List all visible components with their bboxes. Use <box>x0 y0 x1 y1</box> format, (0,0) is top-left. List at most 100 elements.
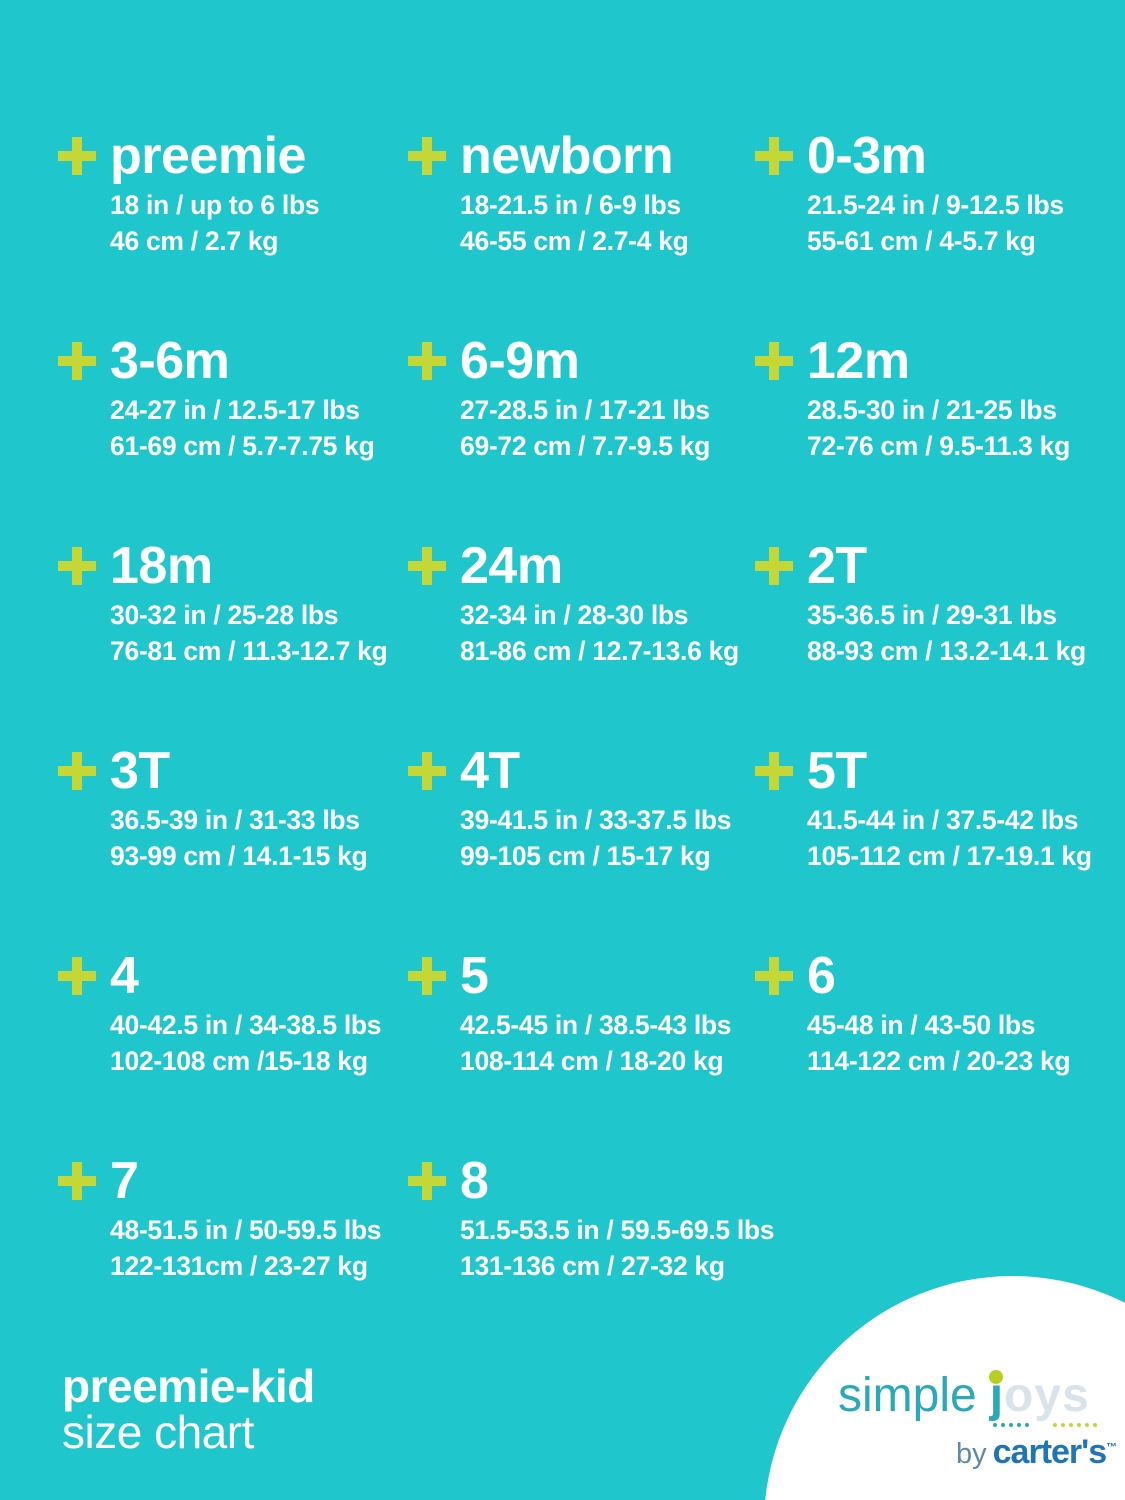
size-label: 5 <box>460 947 489 1005</box>
size-entry: 12m 28.5-30 in / 21-25 lbs 72-76 cm / 9.… <box>755 335 1125 540</box>
logo-j-with-dot-icon: j <box>988 1369 1005 1422</box>
size-details: 18 in / up to 6 lbs 46 cm / 2.7 kg <box>110 187 320 259</box>
size-entry-text: 0-3m 21.5-24 in / 9-12.5 lbs 55-61 cm / … <box>807 130 1064 259</box>
size-details: 45-48 in / 43-50 lbs 114-122 cm / 20-23 … <box>807 1007 1071 1079</box>
size-imperial-range: 41.5-44 in / 37.5-42 lbs <box>807 805 1079 835</box>
size-imperial-range: 48-51.5 in / 50-59.5 lbs <box>110 1215 382 1245</box>
size-metric-range: 61-69 cm / 5.7-7.75 kg <box>110 431 375 461</box>
size-entry: 5T 41.5-44 in / 37.5-42 lbs 105-112 cm /… <box>755 745 1125 950</box>
size-entry-text: 4T 39-41.5 in / 33-37.5 lbs 99-105 cm / … <box>460 745 732 874</box>
size-entry: 5 42.5-45 in / 38.5-43 lbs 108-114 cm / … <box>408 950 755 1155</box>
size-metric-range: 81-86 cm / 12.7-13.6 kg <box>460 636 739 666</box>
plus-icon <box>58 342 96 380</box>
logo-by-text: by <box>956 1438 987 1470</box>
size-label: preemie <box>110 127 306 185</box>
simple-joys-logo: simple joys by carter's™ <box>838 1369 1117 1472</box>
size-imperial-range: 45-48 in / 43-50 lbs <box>807 1010 1036 1040</box>
size-details: 42.5-45 in / 38.5-43 lbs 108-114 cm / 18… <box>460 1007 732 1079</box>
logo-carters-text: carter's™ <box>993 1433 1118 1471</box>
size-imperial-range: 32-34 in / 28-30 lbs <box>460 600 689 630</box>
plus-icon <box>408 957 446 995</box>
logo-joys-text: joys <box>988 1369 1090 1422</box>
size-details: 18-21.5 in / 6-9 lbs 46-55 cm / 2.7-4 kg <box>460 187 689 259</box>
size-entry: 6-9m 27-28.5 in / 17-21 lbs 69-72 cm / 7… <box>408 335 755 540</box>
logo-oys-text: oys <box>1004 1369 1090 1422</box>
size-entry: 2T 35-36.5 in / 29-31 lbs 88-93 cm / 13.… <box>755 540 1125 745</box>
logo-carters-word: carter's <box>992 1433 1108 1471</box>
size-entry-text: 18m 30-32 in / 25-28 lbs 76-81 cm / 11.3… <box>110 537 388 669</box>
size-details: 28.5-30 in / 21-25 lbs 72-76 cm / 9.5-11… <box>807 392 1070 464</box>
size-imperial-range: 21.5-24 in / 9-12.5 lbs <box>807 190 1064 220</box>
size-imperial-range: 18 in / up to 6 lbs <box>110 190 320 220</box>
teal-dots-icon <box>993 1423 1029 1428</box>
size-imperial-range: 27-28.5 in / 17-21 lbs <box>460 395 710 425</box>
size-details: 24-27 in / 12.5-17 lbs 61-69 cm / 5.7-7.… <box>110 392 375 464</box>
size-label: 5T <box>807 742 867 800</box>
size-imperial-range: 42.5-45 in / 38.5-43 lbs <box>460 1010 732 1040</box>
size-entry-text: 6-9m 27-28.5 in / 17-21 lbs 69-72 cm / 7… <box>460 335 710 464</box>
size-label: 12m <box>807 332 910 390</box>
size-label: 18m <box>110 537 213 595</box>
size-details: 39-41.5 in / 33-37.5 lbs 99-105 cm / 15-… <box>460 802 732 874</box>
size-label: 7 <box>110 1152 139 1210</box>
plus-icon <box>755 957 793 995</box>
size-metric-range: 55-61 cm / 4-5.7 kg <box>807 226 1036 256</box>
size-entry-text: 7 48-51.5 in / 50-59.5 lbs 122-131cm / 2… <box>110 1152 382 1284</box>
plus-icon <box>755 752 793 790</box>
plus-icon <box>408 547 446 585</box>
chart-subtitle: size chart <box>62 1406 254 1458</box>
plus-icon <box>58 752 96 790</box>
size-grid: preemie 18 in / up to 6 lbs 46 cm / 2.7 … <box>0 130 1125 1360</box>
size-metric-range: 114-122 cm / 20-23 kg <box>807 1046 1071 1076</box>
size-label: 0-3m <box>807 127 927 185</box>
size-label: 4 <box>110 947 139 1005</box>
size-details: 35-36.5 in / 29-31 lbs 88-93 cm / 13.2-1… <box>807 597 1086 669</box>
size-details: 30-32 in / 25-28 lbs 76-81 cm / 11.3-12.… <box>110 597 388 669</box>
size-metric-range: 46-55 cm / 2.7-4 kg <box>460 226 689 256</box>
size-label: newborn <box>460 127 674 185</box>
size-entry: 18m 30-32 in / 25-28 lbs 76-81 cm / 11.3… <box>58 540 408 745</box>
logo-wordmark: simple joys <box>838 1369 1117 1422</box>
size-imperial-range: 24-27 in / 12.5-17 lbs <box>110 395 360 425</box>
size-entry-text: 5 42.5-45 in / 38.5-43 lbs 108-114 cm / … <box>460 947 732 1079</box>
size-entry-text: 3-6m 24-27 in / 12.5-17 lbs 61-69 cm / 5… <box>110 332 375 464</box>
size-entry-text: 2T 35-36.5 in / 29-31 lbs 88-93 cm / 13.… <box>807 540 1086 669</box>
size-imperial-range: 18-21.5 in / 6-9 lbs <box>460 190 681 220</box>
size-entry-text: 6 45-48 in / 43-50 lbs 114-122 cm / 20-2… <box>807 947 1071 1079</box>
size-metric-range: 105-112 cm / 17-19.1 kg <box>807 841 1092 871</box>
logo-byline: by carter's™ <box>956 1433 1117 1472</box>
size-entry: 24m 32-34 in / 28-30 lbs 81-86 cm / 12.7… <box>408 540 755 745</box>
size-metric-range: 108-114 cm / 18-20 kg <box>460 1046 724 1076</box>
size-entry: 8 51.5-53.5 in / 59.5-69.5 lbs 131-136 c… <box>408 1155 775 1360</box>
size-imperial-range: 35-36.5 in / 29-31 lbs <box>807 600 1057 630</box>
plus-icon <box>408 342 446 380</box>
plus-icon <box>408 752 446 790</box>
size-entry-text: 5T 41.5-44 in / 37.5-42 lbs 105-112 cm /… <box>807 745 1092 874</box>
size-imperial-range: 40-42.5 in / 34-38.5 lbs <box>110 1010 382 1040</box>
plus-icon <box>58 137 96 175</box>
chart-title: preemie-kid <box>62 1360 315 1412</box>
size-label: 3-6m <box>110 332 230 390</box>
size-entry-text: 3T 36.5-39 in / 31-33 lbs 93-99 cm / 14.… <box>110 745 368 874</box>
size-label: 24m <box>460 537 563 595</box>
size-metric-range: 69-72 cm / 7.7-9.5 kg <box>460 431 711 461</box>
size-label: 6 <box>807 947 836 1005</box>
size-details: 41.5-44 in / 37.5-42 lbs 105-112 cm / 17… <box>807 802 1092 874</box>
size-entry: 6 45-48 in / 43-50 lbs 114-122 cm / 20-2… <box>755 950 1125 1155</box>
size-metric-range: 99-105 cm / 15-17 kg <box>460 841 711 871</box>
size-details: 48-51.5 in / 50-59.5 lbs 122-131cm / 23-… <box>110 1212 382 1284</box>
size-entry: preemie 18 in / up to 6 lbs 46 cm / 2.7 … <box>58 130 408 335</box>
size-label: 8 <box>460 1152 489 1210</box>
size-metric-range: 122-131cm / 23-27 kg <box>110 1251 368 1281</box>
size-metric-range: 93-99 cm / 14.1-15 kg <box>110 841 368 871</box>
plus-icon <box>755 342 793 380</box>
plus-icon <box>755 547 793 585</box>
size-entry-text: 8 51.5-53.5 in / 59.5-69.5 lbs 131-136 c… <box>460 1152 775 1284</box>
size-entry-text: newborn 18-21.5 in / 6-9 lbs 46-55 cm / … <box>460 130 689 259</box>
size-entry: 4T 39-41.5 in / 33-37.5 lbs 99-105 cm / … <box>408 745 755 950</box>
size-entry: 3T 36.5-39 in / 31-33 lbs 93-99 cm / 14.… <box>58 745 408 950</box>
size-label: 2T <box>807 537 867 595</box>
size-details: 21.5-24 in / 9-12.5 lbs 55-61 cm / 4-5.7… <box>807 187 1064 259</box>
size-details: 27-28.5 in / 17-21 lbs 69-72 cm / 7.7-9.… <box>460 392 710 464</box>
